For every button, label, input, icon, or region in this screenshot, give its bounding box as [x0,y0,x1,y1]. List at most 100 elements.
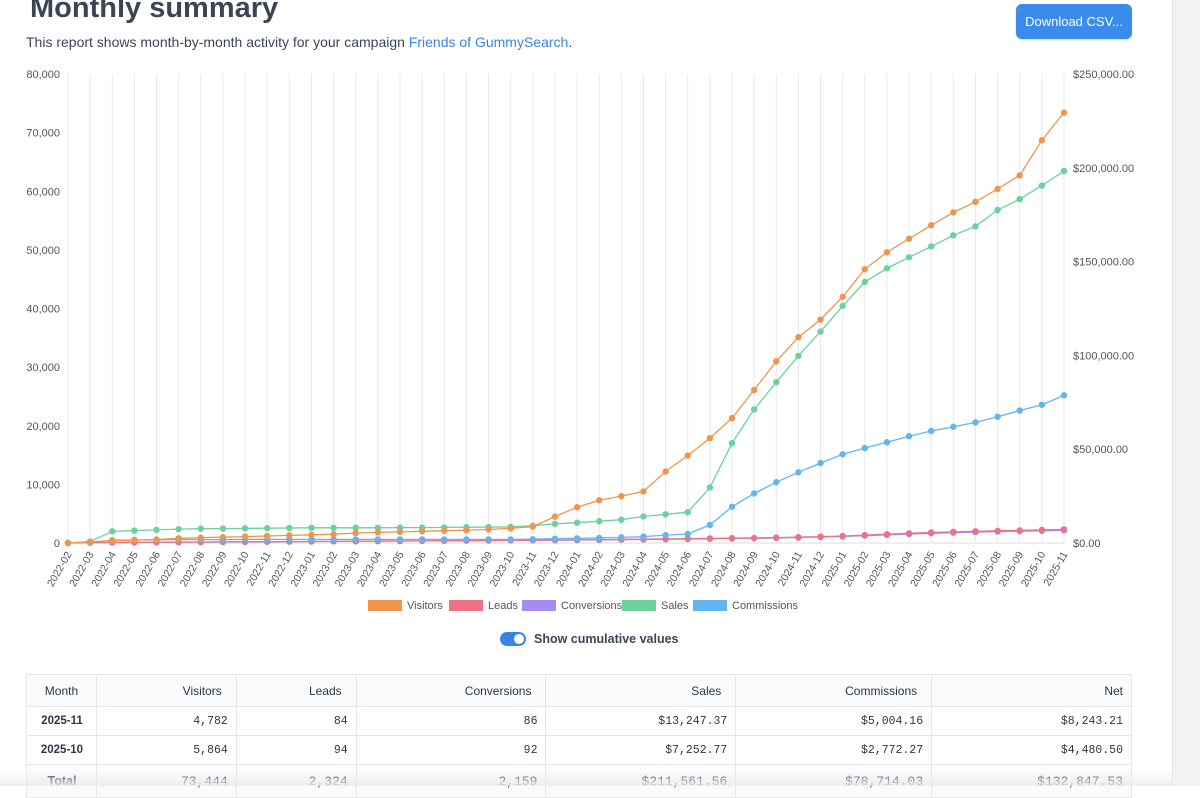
data-point-visitors [64,539,72,547]
data-point-commissions [750,490,758,497]
data-point-visitors [396,528,404,536]
data-point-visitors [131,536,138,544]
data-point-visitors [264,532,271,540]
cell-total-visitors: 73,444 [95,764,237,798]
legend-swatch-conversions [522,600,556,611]
col-header-visitors: Visitors [95,674,237,707]
data-point-commissions [972,419,979,426]
data-point-commissions [596,534,603,542]
download-csv-button[interactable]: Download CSV... [1016,4,1132,39]
y-left-tick-label: 30,000 [26,362,60,374]
data-point-visitors [684,452,691,459]
legend-swatch-sales [622,600,656,611]
cell-net: $8,243.21 [931,706,1132,736]
page-title: Monthly summary [30,0,279,24]
data-point-visitors [197,534,204,541]
data-point-sales [950,232,957,239]
data-point-sales [994,206,1001,214]
legend-swatch-leads [449,600,483,611]
col-header-conversions: Conversions [355,674,547,707]
data-point-leads [905,530,913,537]
data-point-commissions [374,536,382,543]
data-point-leads [928,529,935,536]
data-point-commissions [1016,407,1023,414]
data-point-visitors [1060,109,1068,116]
data-point-leads [706,535,714,542]
data-point-visitors [175,535,182,542]
series-line-sales [67,170,1065,544]
data-point-sales [330,524,337,532]
data-point-visitors [750,386,758,394]
summary-table: Month Visitors Leads Conversions Sales C… [26,674,1132,798]
series-line-commissions [67,394,1065,544]
y-left-tick-label: 70,000 [26,128,60,140]
data-point-leads [750,534,758,542]
data-point-visitors [706,434,714,442]
legend-swatch-commissions [693,600,727,611]
data-point-commissions [640,533,647,540]
data-point-sales [352,524,359,532]
cumulative-toggle-row: Show cumulative values [500,630,679,648]
col-header-leads: Leads [235,674,357,707]
data-point-visitors [286,532,293,539]
data-point-visitors [153,536,160,543]
data-point-leads [1016,527,1023,534]
data-point-visitors [241,533,249,540]
data-point-visitors [219,533,227,541]
data-point-visitors [485,526,492,533]
data-point-visitors [463,526,470,534]
data-point-commissions [529,536,536,543]
data-point-visitors [418,528,426,535]
data-point-commissions [573,535,581,542]
legend-label-conversions: Conversions [561,600,623,612]
table-header-row: Month Visitors Leads Conversions Sales C… [26,674,1132,707]
data-point-leads [728,534,736,542]
data-point-visitors [352,529,359,537]
data-point-commissions [861,444,868,452]
toggle-knob [514,634,524,644]
legend-label-commissions: Commissions [732,600,799,612]
data-point-sales [264,524,271,532]
data-point-leads [1060,526,1068,533]
cumulative-toggle[interactable] [500,632,526,646]
cell-total-leads: 2,324 [235,764,357,798]
cell-visitors: 5,864 [95,735,237,765]
data-point-sales [1016,195,1023,203]
data-point-commissions [839,451,846,458]
legend-swatch-visitors [368,600,402,611]
data-point-commissions [795,469,802,476]
scrollbar-track[interactable] [1172,0,1200,786]
y-right-tick-label: $250,000.00 [1073,69,1134,81]
cell-leads: 84 [235,706,357,736]
data-point-sales [905,254,913,261]
data-point-sales [596,518,603,525]
data-point-commissions [352,536,359,543]
data-point-commissions [928,427,935,435]
cell-commissions: $2,772.27 [735,735,933,765]
data-point-visitors [905,235,913,242]
legend-label-sales: Sales [661,600,689,612]
data-point-sales [640,513,647,520]
data-point-sales [795,352,802,359]
col-header-sales: Sales [545,674,737,707]
data-point-visitors [728,414,736,422]
data-point-leads [795,533,802,541]
data-point-sales [861,278,868,286]
data-point-visitors [374,529,382,536]
data-point-commissions [950,423,957,431]
data-point-commissions [485,536,492,543]
data-point-commissions [728,503,736,510]
cell-month: 2025-10 [26,735,97,765]
data-point-sales [286,524,293,532]
y-left-tick-label: 80,000 [26,69,60,81]
series-line-visitors [67,112,1065,544]
cell-sales: $7,252.77 [545,735,737,765]
campaign-link[interactable]: Friends of GummySearch [408,34,569,50]
y-right-tick-label: $100,000.00 [1073,350,1134,362]
col-header-net: Net [931,674,1132,707]
data-point-visitors [618,492,625,500]
col-header-month: Month [26,674,97,707]
data-point-commissions [994,413,1001,420]
data-point-sales [1060,167,1068,175]
data-point-commissions [441,536,448,543]
